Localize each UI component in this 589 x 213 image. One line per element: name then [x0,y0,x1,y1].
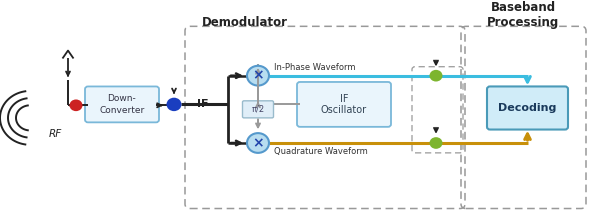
Circle shape [429,70,442,82]
Circle shape [167,98,181,111]
FancyBboxPatch shape [85,86,159,122]
FancyBboxPatch shape [243,101,273,118]
Text: IF
Oscillator: IF Oscillator [321,94,367,115]
Circle shape [247,66,269,86]
Circle shape [70,99,82,111]
Text: RF: RF [48,129,62,139]
Text: ×: × [252,136,264,150]
Text: Demodulator: Demodulator [202,16,288,29]
Text: Quadrature Waveform: Quadrature Waveform [274,147,368,155]
Text: In-Phase Waveform: In-Phase Waveform [274,63,356,72]
Text: IF: IF [197,99,209,109]
Circle shape [429,137,442,149]
FancyBboxPatch shape [297,82,391,127]
Text: ×: × [252,69,264,83]
Text: Baseband
Processing: Baseband Processing [487,1,560,29]
FancyBboxPatch shape [487,86,568,130]
Text: Down-
Converter: Down- Converter [100,94,145,115]
Text: π/2: π/2 [252,105,264,114]
Circle shape [247,133,269,153]
Text: Decoding: Decoding [498,103,557,113]
